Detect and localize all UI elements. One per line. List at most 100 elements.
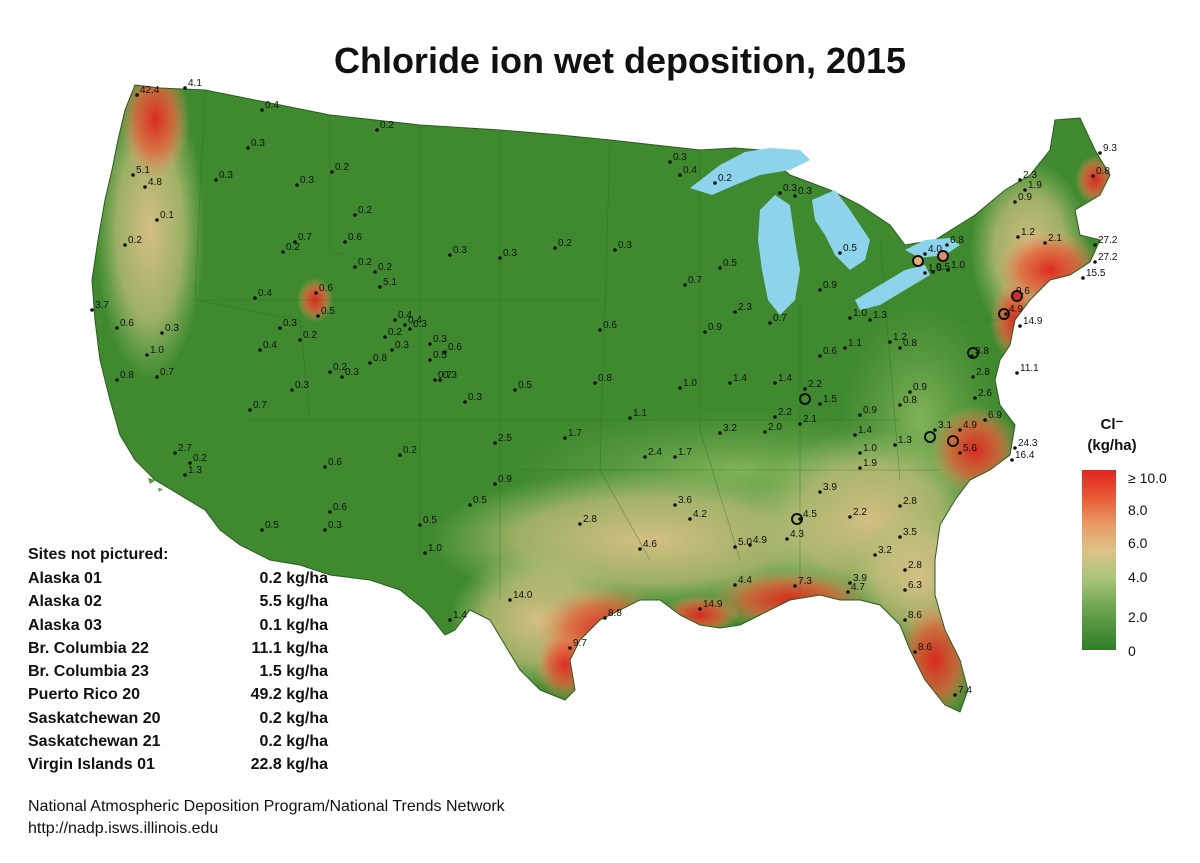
site-value-label: 0.3 (798, 186, 812, 197)
site-row: Alaska 01 0.2 kg/ha (28, 567, 328, 590)
site-marker (1018, 324, 1022, 328)
source-footer: National Atmospheric Deposition Program/… (28, 796, 505, 840)
site-marker (298, 338, 302, 342)
site-value-label: 1.0 (951, 260, 965, 271)
site-marker (818, 288, 822, 292)
site-marker (733, 310, 737, 314)
site-value-label: 0.5 (473, 495, 487, 506)
site-marker (798, 422, 802, 426)
site-value-label: 0.8 (1096, 166, 1110, 177)
site-value-label: 0.2 (286, 242, 300, 253)
site-value-label: 0.8 (598, 373, 612, 384)
site-value-label: 1.3 (873, 310, 887, 321)
site-value-label: 1.9 (863, 458, 877, 469)
site-marker (688, 517, 692, 521)
site-marker (443, 350, 447, 354)
site-marker (838, 251, 842, 255)
site-marker (183, 473, 187, 477)
site-value-label: 0.6 (319, 283, 333, 294)
site-value-label: 3.6 (678, 495, 692, 506)
site-marker (873, 553, 877, 557)
site-value-label: 0.3 (300, 175, 314, 186)
site-marker (793, 584, 797, 588)
site-marker (946, 268, 950, 272)
site-value-label: 0.1 (160, 210, 174, 221)
site-value-label: 1.0 (853, 308, 867, 319)
site-marker (748, 543, 752, 547)
site-value-label: 0.8 (903, 395, 917, 406)
site-marker (923, 252, 927, 256)
site-value-label: 0.3 (295, 380, 309, 391)
site-marker (328, 370, 332, 374)
site-value-label: 0.3 (165, 323, 179, 334)
site-marker (908, 390, 912, 394)
site-value-label: 0.3 (395, 340, 409, 351)
site-value-label: 0.2 (335, 162, 349, 173)
site-marker (498, 256, 502, 260)
site-marker (183, 86, 187, 90)
site-value-label: 2.3 (738, 302, 752, 313)
site-marker (135, 93, 139, 97)
source-name: National Atmospheric Deposition Program/… (28, 798, 505, 815)
site-marker (848, 515, 852, 519)
site-value-label: 24.3 (1018, 438, 1038, 449)
site-value-label: 0.3 (453, 245, 467, 256)
site-value-label: 3.2 (878, 545, 892, 556)
site-value-label: 2.6 (978, 388, 992, 399)
site-value-label: 1.0 (428, 543, 442, 554)
site-value-label: 1.3 (188, 465, 202, 476)
site-value: 0.2 kg/ha (259, 570, 328, 587)
site-value-label: 4.9 (963, 420, 977, 431)
site-value-label: 3.9 (823, 482, 837, 493)
site-marker (973, 396, 977, 400)
site-marker (115, 378, 119, 382)
site-value-label: 2.8 (976, 367, 990, 378)
site-value-label: 0.2 (378, 262, 392, 273)
site-marker (390, 348, 394, 352)
site-marker (858, 466, 862, 470)
site-marker (768, 321, 772, 325)
site-marker (593, 381, 597, 385)
site-marker (330, 170, 334, 174)
site-marker (678, 386, 682, 390)
site-marker (493, 441, 497, 445)
site-marker (188, 461, 192, 465)
site-value-label: 0.4 (263, 340, 277, 351)
site-value-label: 4.6 (643, 539, 657, 550)
site-name: Br. Columbia 23 (28, 663, 149, 681)
site-value-label: 3.8 (975, 346, 989, 357)
site-marker (214, 178, 218, 182)
site-value-label: 4.3 (790, 529, 804, 540)
site-value-label: 7.4 (958, 685, 972, 696)
site-value-label: 3.1 (938, 420, 952, 431)
site-value-label: 1.2 (1021, 227, 1035, 238)
site-value-label: 0.6 (333, 502, 347, 513)
site-value-label: 1.0 (683, 378, 697, 389)
site-value-label: 5.0 (738, 537, 752, 548)
site-marker (323, 465, 327, 469)
site-value-label: 0.3 (251, 138, 265, 149)
site-value-label: 0.8 (903, 338, 917, 349)
site-value-label: 0.3 (433, 334, 447, 345)
site-row: Br. Columbia 22 11.1 kg/ha (28, 637, 328, 660)
site-value-label: 0.7 (438, 370, 452, 381)
site-name: Alaska 01 (28, 570, 102, 587)
site-marker (1081, 276, 1085, 280)
site-value-label: 2.4 (648, 447, 662, 458)
site-marker (246, 146, 250, 150)
site-value-label: 4.5 (803, 509, 817, 520)
site-marker (718, 431, 722, 435)
state-borders (194, 89, 1000, 600)
site-value-label: 0.9 (913, 382, 927, 393)
site-marker (553, 246, 557, 250)
site-marker (260, 528, 264, 532)
site-marker (728, 381, 732, 385)
site-value-label: 0.8 (373, 353, 387, 364)
site-value-label: 8.8 (608, 608, 622, 619)
site-value-label: 0.7 (688, 275, 702, 286)
site-value-label: 11.1 (1020, 363, 1039, 374)
site-marker (818, 402, 822, 406)
site-value-label: 14.0 (513, 590, 533, 601)
site-marker (513, 388, 517, 392)
